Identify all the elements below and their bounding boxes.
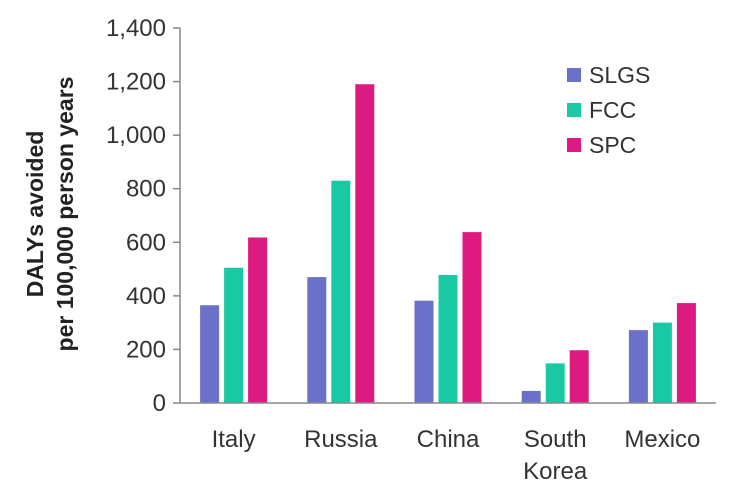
legend: SLGS FCC SPC <box>567 62 650 158</box>
legend-label: FCC <box>589 97 636 123</box>
y-tick-label: 200 <box>126 336 166 363</box>
y-tick-label: 400 <box>126 283 166 310</box>
legend-swatch <box>567 103 581 117</box>
bar-spc-south-korea <box>569 350 589 403</box>
y-tick-label: 1,200 <box>106 69 166 96</box>
x-category-label: Italy <box>212 426 256 453</box>
bars <box>200 84 696 403</box>
bar-slgs-south-korea <box>521 390 541 403</box>
legend-swatch <box>567 138 581 152</box>
y-tick-label: 0 <box>153 390 166 417</box>
bar-slgs-russia <box>307 277 327 403</box>
y-tick-label: 1,000 <box>106 122 166 149</box>
legend-label: SLGS <box>589 62 650 88</box>
y-axis-ticks: 0 200 400 600 800 1,000 1,200 1,400 <box>106 15 180 417</box>
bar-fcc-italy <box>224 267 244 403</box>
bar-fcc-mexico <box>652 322 672 403</box>
x-category-label: South Korea <box>523 426 588 485</box>
bar-spc-mexico <box>676 303 696 403</box>
bar-slgs-china <box>414 300 434 403</box>
y-tick-label: 800 <box>126 176 166 203</box>
legend-swatch <box>567 68 581 82</box>
bar-slgs-mexico <box>628 330 648 403</box>
y-axis-title-line-2: per 100,000 person years <box>52 77 78 352</box>
y-tick-label: 1,400 <box>106 15 166 42</box>
bar-spc-italy <box>248 237 268 403</box>
x-category-label: China <box>417 426 480 453</box>
x-category-label: Russia <box>304 426 378 453</box>
bar-fcc-russia <box>331 180 351 403</box>
bar-spc-russia <box>355 84 375 403</box>
x-category-label: Mexico <box>624 426 700 453</box>
y-axis-title: DALYs avoided per 100,000 person years <box>22 77 78 352</box>
legend-label: SPC <box>589 132 636 158</box>
bar-fcc-south-korea <box>545 363 565 403</box>
y-tick-label: 600 <box>126 229 166 256</box>
bar-spc-china <box>462 232 482 403</box>
bar-slgs-italy <box>200 305 220 403</box>
bar-fcc-china <box>438 274 458 403</box>
x-axis-labels: Italy Russia China South Korea Mexico <box>212 426 701 485</box>
y-axis-title-line-1: DALYs avoided <box>22 131 48 298</box>
